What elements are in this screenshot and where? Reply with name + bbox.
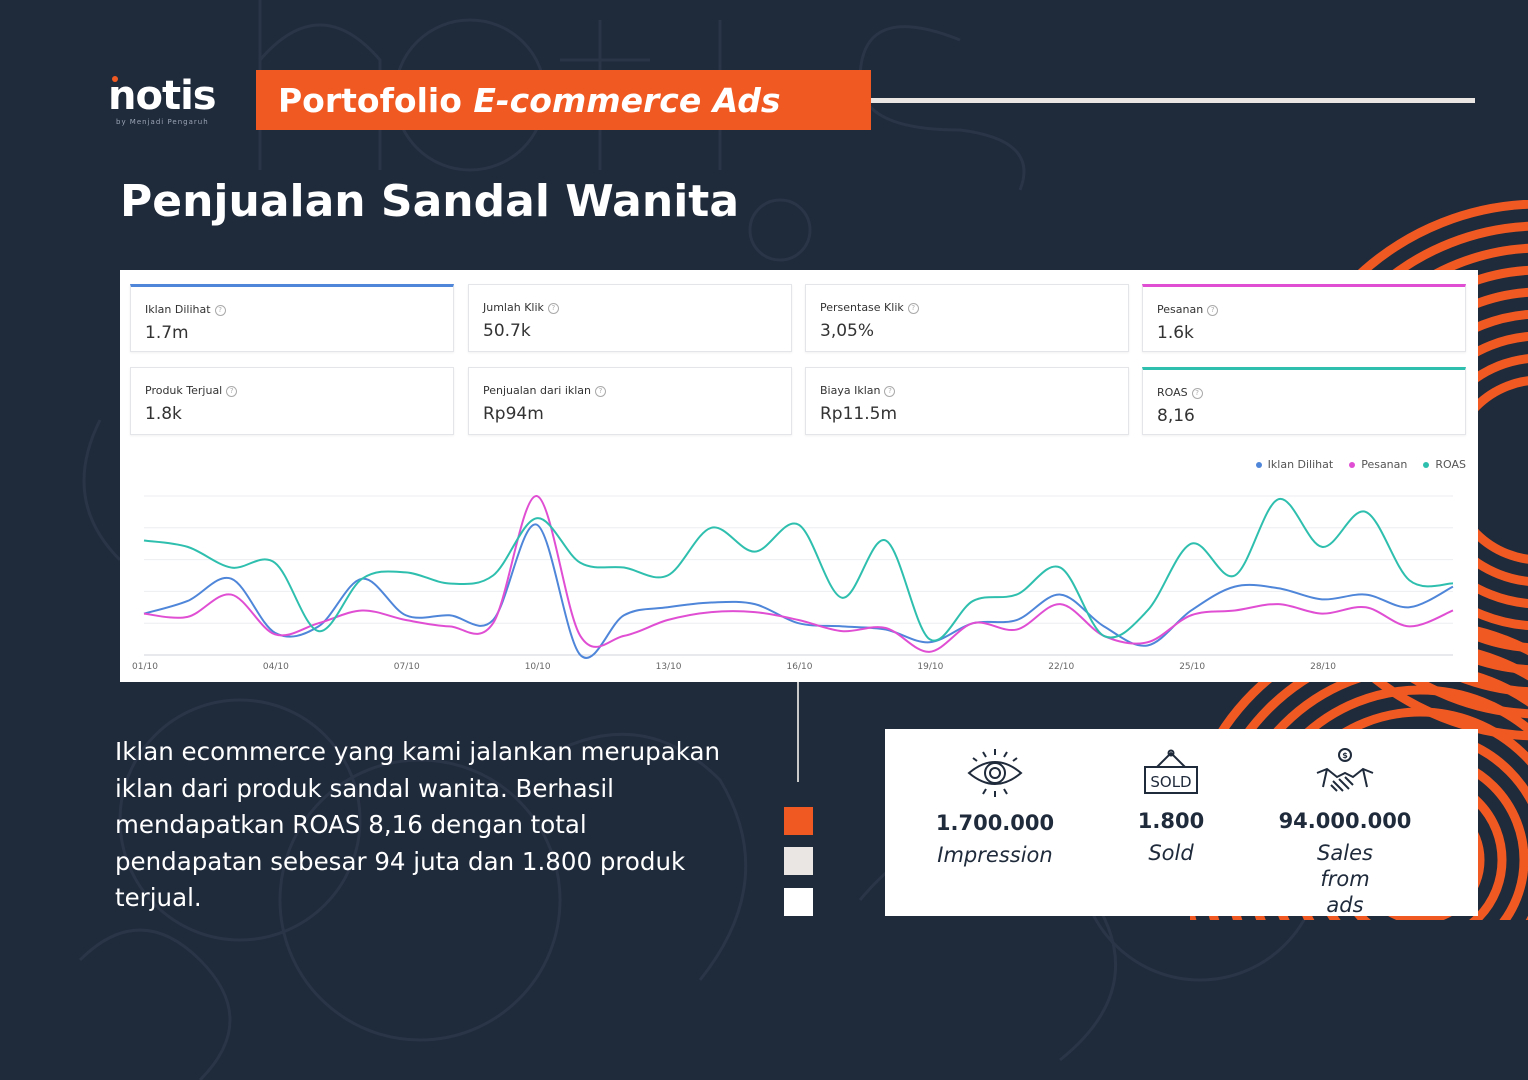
x-tick-label: 04/10 [263,662,289,672]
kpi-card-persentase-klik[interactable]: Persentase Klik? 3,05% [805,284,1129,352]
help-icon: ? [595,385,607,397]
kpi-card-jumlah-klik[interactable]: Jumlah Klik? 50.7k [468,284,792,352]
stat-value: 94.000.000 [1278,809,1412,833]
kpi-label: Penjualan dari iklan? [483,384,607,397]
sold-sign-icon: SOLD [1144,749,1198,794]
legend-dot [1423,461,1430,468]
banner-emphasis: E-commerce Ads [473,80,781,120]
kpi-label: Biaya Iklan? [820,384,896,397]
legend-dot [1255,461,1262,468]
logo-tagline: by Menjadi Pengaruh [116,118,209,126]
x-tick-label: 01/10 [132,662,158,672]
kpi-card-biaya-iklan[interactable]: Biaya Iklan? Rp11.5m [805,367,1129,435]
svg-text:SOLD: SOLD [1150,773,1191,791]
help-icon: ? [1207,304,1219,316]
kpi-value: 1.7m [145,323,189,343]
page-title: Penjualan Sandal Wanita [120,176,740,227]
logo-wordmark: notis [108,73,217,119]
kpi-card-pesanan[interactable]: Pesanan? 1.6k [1142,284,1466,352]
notis-logo: notis by Menjadi Pengaruh [108,72,248,132]
kpi-label: Pesanan? [1157,303,1219,316]
x-tick-label: 19/10 [917,662,943,672]
x-tick-label: 28/10 [1310,662,1336,672]
stats-box: 1.700.000 Impression SOLD 1.800 Sold $ 9… [885,729,1478,917]
kpi-value: 1.6k [1157,323,1194,343]
logo-dot-icon [112,76,118,82]
chart-legend: Iklan Dilihat Pesanan ROAS [1255,458,1466,471]
kpi-label: Persentase Klik? [820,301,919,314]
color-swatch-light [784,847,813,875]
kpi-label: Iklan Dilihat? [145,303,226,316]
kpi-card-produk-terjual[interactable]: Produk Terjual? 1.8k [130,367,454,435]
help-icon: ? [1191,387,1203,399]
kpi-card-penjualan-dari-iklan[interactable]: Penjualan dari iklan? Rp94m [468,367,792,435]
kpi-value: Rp11.5m [820,404,898,424]
connector-line [797,682,799,782]
color-swatch-white [784,888,813,916]
banner-title: Portofolio E-commerce Ads [278,81,781,120]
legend-dot [1349,461,1356,468]
kpi-value: 50.7k [483,321,531,341]
help-icon: ? [214,304,226,316]
x-tick-label: 16/10 [787,662,813,672]
x-tick-label: 13/10 [656,662,682,672]
series-line-roas [143,498,1454,642]
stat-label: Impression [937,843,1053,867]
eye-icon [967,749,1023,797]
kpi-card-iklan-dilihat[interactable]: Iklan Dilihat? 1.7m [130,284,454,352]
color-swatch-orange [784,807,813,835]
stat-label: Sold [1148,841,1194,865]
stat-value: 1.800 [1137,809,1205,833]
header-banner: Portofolio E-commerce Ads [256,70,871,130]
handshake-money-icon: $ [1316,748,1374,792]
help-icon: ? [547,302,559,314]
svg-text:$: $ [1342,751,1348,760]
kpi-label: Jumlah Klik? [483,301,559,314]
help-icon: ? [226,385,238,397]
kpi-label: Produk Terjual? [145,384,238,397]
kpi-value: 8,16 [1157,406,1195,426]
stat-sold: SOLD 1.800 Sold [1081,729,1261,916]
stat-value: 1.700.000 [935,811,1055,835]
kpi-value: Rp94m [483,404,544,424]
kpi-card-roas[interactable]: ROAS? 8,16 [1142,367,1466,435]
kpi-label: ROAS? [1157,386,1203,399]
help-icon: ? [884,385,896,397]
x-tick-label: 22/10 [1048,662,1074,672]
header-rule [871,98,1475,103]
kpi-value: 3,05% [820,321,875,341]
series-line-pesanan [143,495,1454,653]
help-icon: ? [907,302,919,314]
x-tick-label: 10/10 [525,662,551,672]
line-chart: 01/10 04/10 07/10 10/10 13/10 16/10 19/10 22/10… [132,495,1454,672]
x-tick-label: 25/10 [1179,662,1205,672]
kpi-value: 1.8k [145,404,182,424]
legend-item-pesanan[interactable]: Pesanan [1349,458,1407,471]
stat-sales: $ 94.000.000 Sales from ads [1255,729,1435,917]
legend-item-iklan-dilihat[interactable]: Iklan Dilihat [1255,458,1333,471]
stat-impression: 1.700.000 Impression [905,729,1085,916]
description-text: Iklan ecommerce yang kami jalankan merup… [115,737,721,912]
stat-label: Sales from ads [1317,841,1373,917]
ads-dashboard: 01/10 04/10 07/10 10/10 13/10 16/10 19/10 22/10… [120,270,1478,682]
legend-item-roas[interactable]: ROAS [1423,458,1466,471]
banner-prefix: Portofolio [278,80,474,120]
x-tick-label: 07/10 [394,662,420,672]
